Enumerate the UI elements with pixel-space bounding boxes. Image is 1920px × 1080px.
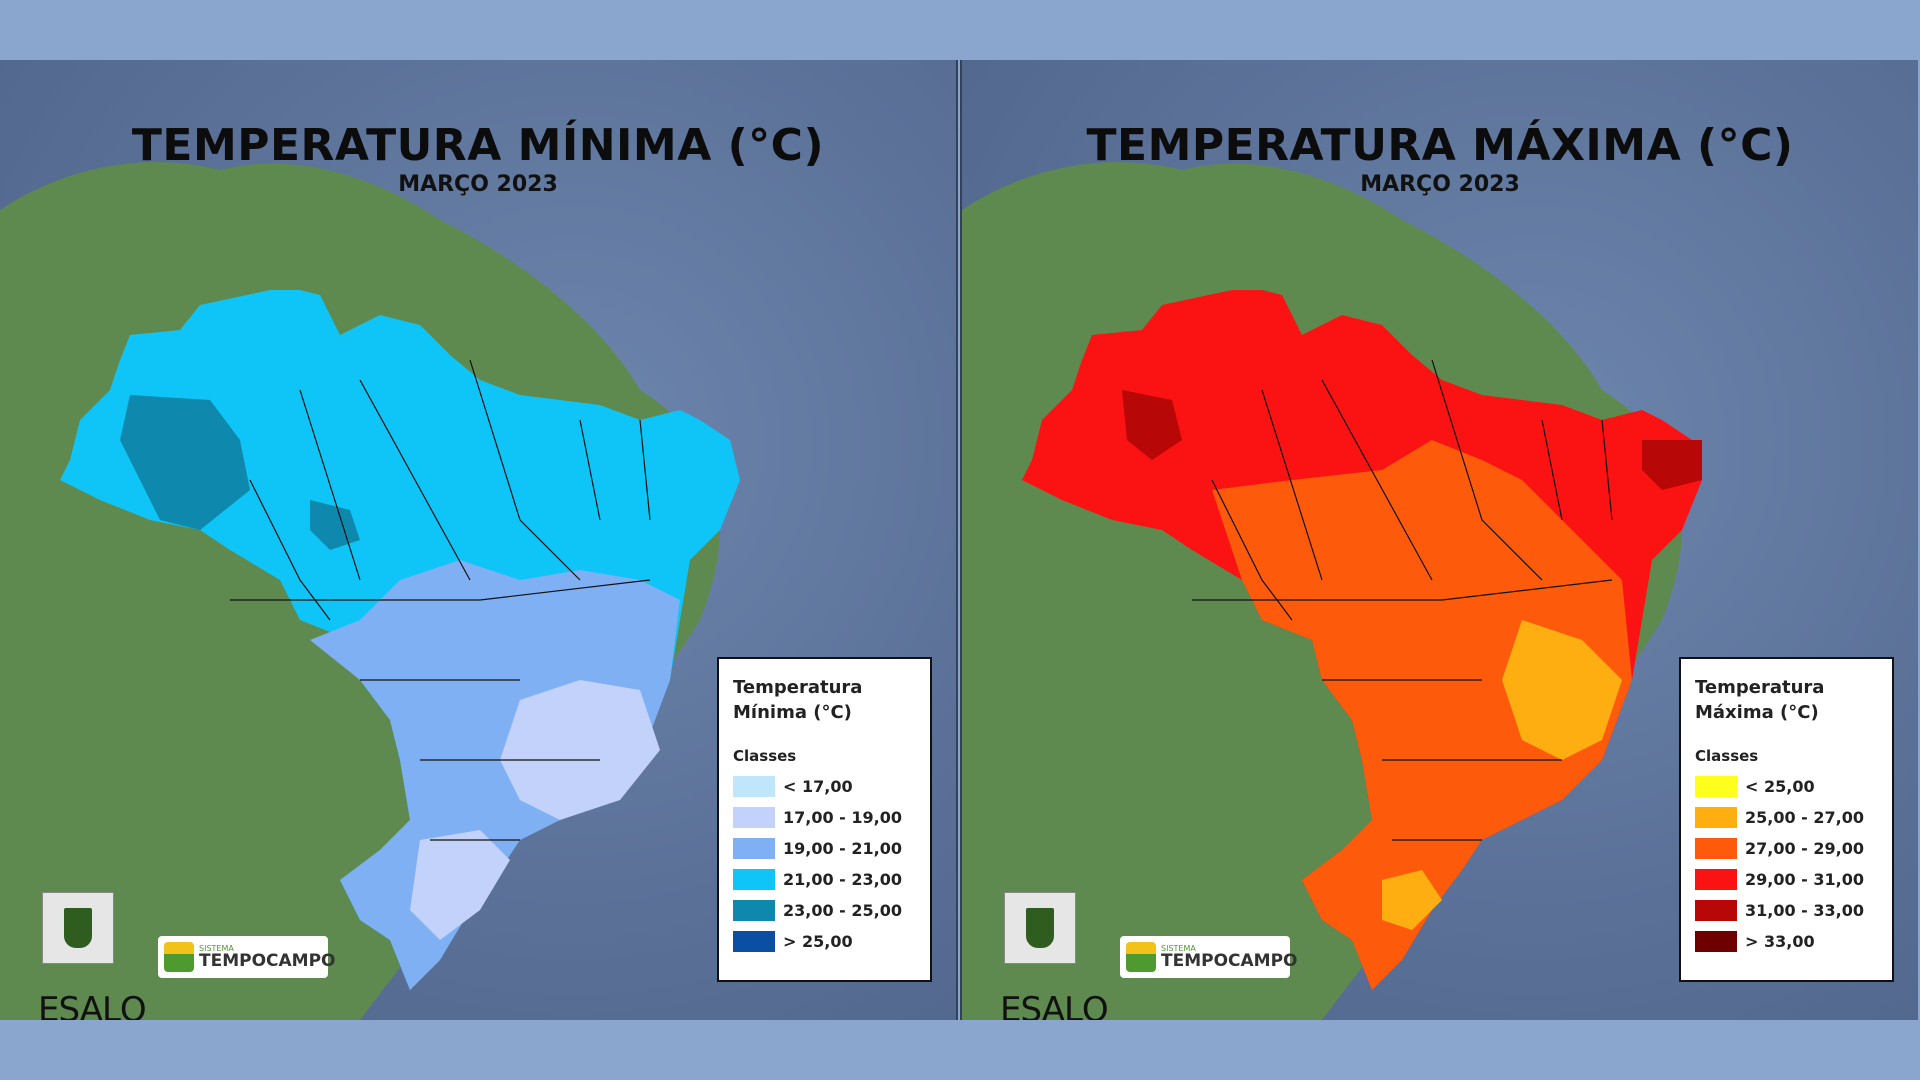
northwest-region [1122,390,1182,460]
southeast-region [1502,620,1622,760]
max-temperature-map [962,162,1702,1020]
legend-item: > 33,00 [1695,926,1878,957]
tempocampo-big-text: TEMPOCAMPO [199,950,336,971]
state-borders [1192,359,1613,841]
legend-swatch [1695,869,1737,890]
tempocampo-icon [1126,942,1156,972]
legend-item: 27,00 - 29,00 [1695,833,1878,864]
legend-swatch [1695,807,1737,828]
esalq-wordmark: ESALQ [1000,990,1109,1020]
legend-label: 29,00 - 31,00 [1745,870,1864,889]
legend-label: 17,00 - 19,00 [783,808,902,827]
legend-swatch [733,807,775,828]
legend-item: < 25,00 [1695,771,1878,802]
north-region [1642,440,1702,490]
legend-label: 19,00 - 21,00 [783,839,902,858]
panel-subtitle: MARÇO 2023 [1360,172,1520,197]
legend-title-line2: Mínima (°C) [733,702,852,723]
tempocampo-big-text: TEMPOCAMPO [1161,950,1298,971]
max-temperature-panel: TEMPERATURA MÁXIMA (°C) MARÇO 2023 Tempe… [960,60,1918,1020]
northwest-region [120,395,250,530]
legend-item: 21,00 - 23,00 [733,864,916,895]
legend-title-line2: Máxima (°C) [1695,702,1819,723]
legend-item: 17,00 - 19,00 [733,802,916,833]
legend-swatch [1695,931,1737,952]
map-legend: Temperatura Mínima (°C) Classes < 17,00 … [717,657,932,982]
legend-swatch [1695,776,1737,797]
central-region [310,560,680,990]
state-borders [230,359,651,841]
panel-title: TEMPERATURA MÍNIMA (°C) [131,120,825,171]
tempocampo-logo: SISTEMA TEMPOCAMPO [158,936,336,978]
legend-swatch [1695,838,1737,859]
legend-item: 31,00 - 33,00 [1695,895,1878,926]
min-temperature-map [0,162,740,1020]
tempocampo-logo: SISTEMA TEMPOCAMPO [1120,936,1298,978]
tempocampo-small-text: SISTEMA [1161,943,1196,953]
legend-item: < 17,00 [733,771,916,802]
legend-label: < 17,00 [783,777,853,796]
legend-label: > 25,00 [783,932,853,951]
legend-label: 31,00 - 33,00 [1745,901,1864,920]
legend-swatch [733,931,775,952]
legend-item: 29,00 - 31,00 [1695,864,1878,895]
legend-title-line1: Temperatura [733,677,863,698]
south-region [410,830,510,940]
north-region [310,500,360,550]
legend-swatch [733,869,775,890]
legend-label: 21,00 - 23,00 [783,870,902,889]
panel-subtitle: MARÇO 2023 [398,172,558,197]
legend-label: < 25,00 [1745,777,1815,796]
legend-swatch [733,900,775,921]
legend-swatch [1695,900,1737,921]
legend-classes-label: Classes [1695,747,1759,765]
esalq-emblem-icon [42,892,114,964]
esalq-logo: ESALQ [1000,886,1109,1020]
panel-title: TEMPERATURA MÁXIMA (°C) [1086,120,1794,171]
southeast-region [500,680,660,820]
legend-item: 23,00 - 25,00 [733,895,916,926]
south-region [1382,870,1442,930]
legend-classes-label: Classes [733,747,797,765]
tempocampo-small-text: SISTEMA [199,943,234,953]
esalq-logo: ESALQ [38,886,147,1020]
legend-title-line1: Temperatura [1695,677,1825,698]
legend-swatch [733,776,775,797]
legend-item: > 25,00 [733,926,916,957]
map-legend: Temperatura Máxima (°C) Classes < 25,00 … [1679,657,1894,982]
legend-label: 25,00 - 27,00 [1745,808,1864,827]
esalq-emblem-icon [1004,892,1076,964]
legend-item: 25,00 - 27,00 [1695,802,1878,833]
min-temperature-panel: TEMPERATURA MÍNIMA (°C) MARÇO 2023 Tempe… [0,60,958,1020]
legend-label: > 33,00 [1745,932,1815,951]
central-region [1212,440,1632,990]
esalq-wordmark: ESALQ [38,990,147,1020]
legend-label: 23,00 - 25,00 [783,901,902,920]
legend-label: 27,00 - 29,00 [1745,839,1864,858]
legend-item: 19,00 - 21,00 [733,833,916,864]
tempocampo-icon [164,942,194,972]
legend-swatch [733,838,775,859]
